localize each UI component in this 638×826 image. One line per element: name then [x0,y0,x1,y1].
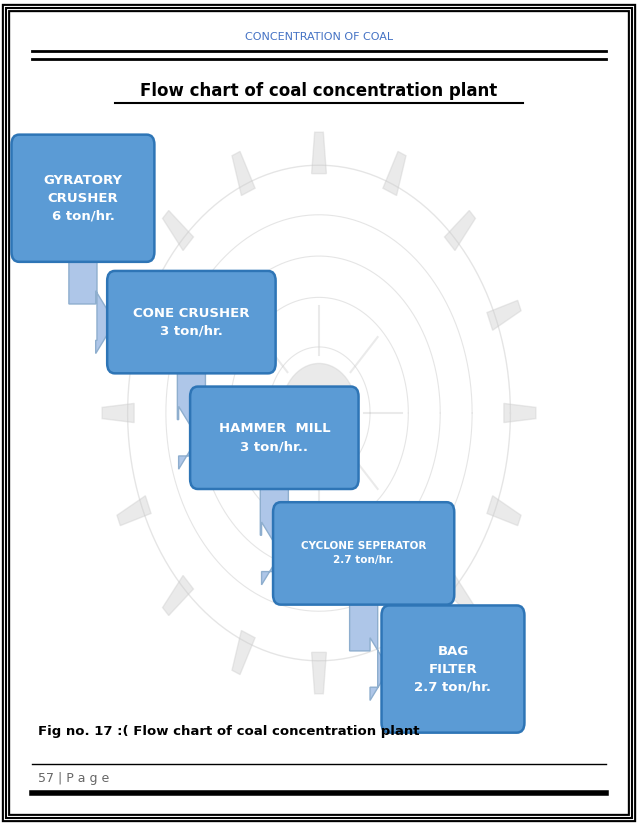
Text: Fig no. 17 :( Flow chart of coal concentration plant: Fig no. 17 :( Flow chart of coal concent… [38,724,420,738]
Text: 57 | P a g e: 57 | P a g e [38,771,110,785]
Polygon shape [311,132,327,173]
Polygon shape [383,630,406,675]
Circle shape [281,363,357,463]
Polygon shape [163,576,193,615]
Polygon shape [445,211,475,250]
Text: Flow chart of coal concentration plant: Flow chart of coal concentration plant [140,82,498,100]
Text: CYCLONE SEPERATOR
2.7 ton/hr.: CYCLONE SEPERATOR 2.7 ton/hr. [301,541,426,566]
Text: CONCENTRATION OF COAL: CONCENTRATION OF COAL [245,32,393,42]
FancyBboxPatch shape [382,605,524,733]
Polygon shape [232,630,255,675]
Text: HAMMER  MILL
3 ton/hr..: HAMMER MILL 3 ton/hr.. [219,422,330,453]
Text: GYRATORY
CRUSHER
6 ton/hr.: GYRATORY CRUSHER 6 ton/hr. [43,173,122,223]
Polygon shape [311,653,327,694]
Polygon shape [445,576,475,615]
Polygon shape [383,151,406,196]
Text: CONE CRUSHER
3 ton/hr.: CONE CRUSHER 3 ton/hr. [133,306,249,338]
Polygon shape [163,211,193,250]
Polygon shape [260,479,288,585]
FancyBboxPatch shape [107,271,276,373]
Text: BAG
FILTER
2.7 ton/hr.: BAG FILTER 2.7 ton/hr. [415,644,491,694]
Polygon shape [177,363,205,469]
Polygon shape [102,403,134,423]
Polygon shape [117,496,151,525]
Polygon shape [69,252,115,354]
Polygon shape [350,595,389,700]
Polygon shape [487,496,521,525]
FancyBboxPatch shape [190,387,359,489]
FancyBboxPatch shape [11,135,154,262]
FancyBboxPatch shape [273,502,454,605]
Polygon shape [504,403,536,423]
Polygon shape [487,301,521,330]
Polygon shape [117,301,151,330]
Polygon shape [232,151,255,196]
